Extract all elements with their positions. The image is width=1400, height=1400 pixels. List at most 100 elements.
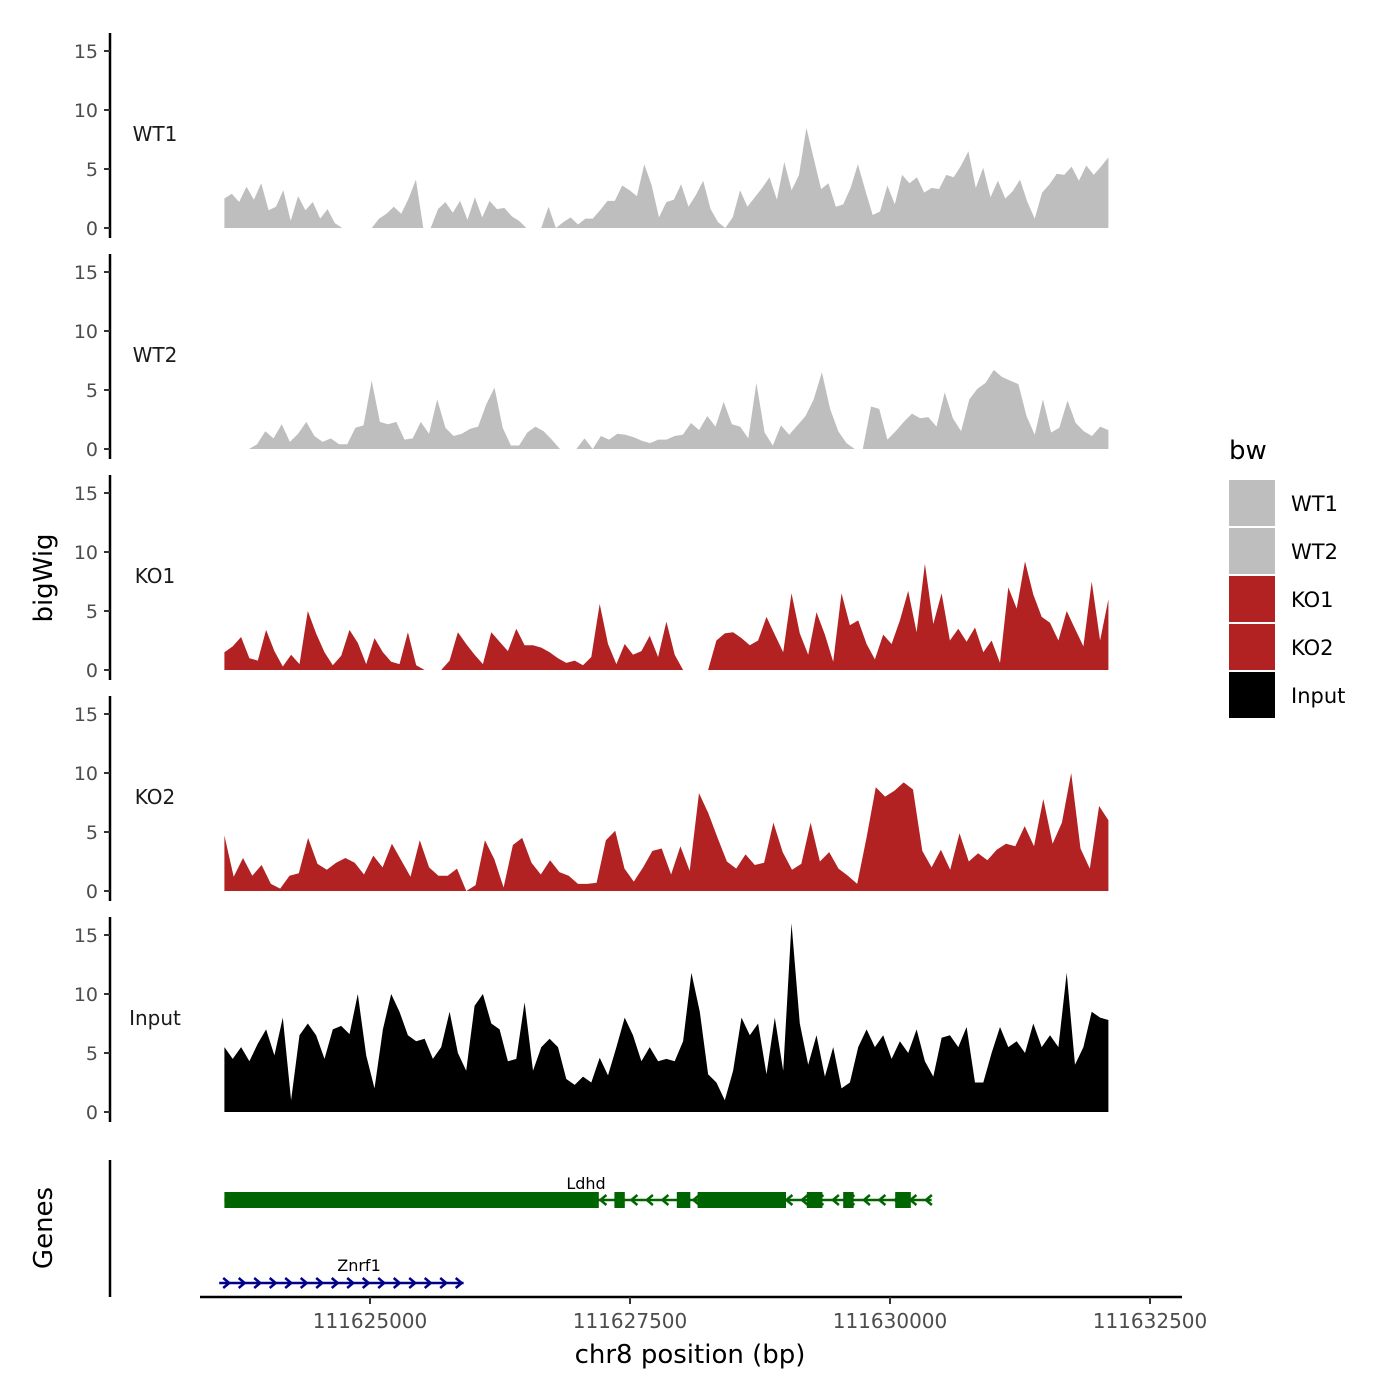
gene-exon — [614, 1192, 625, 1208]
strand-arrow — [392, 1277, 402, 1289]
y-tick-label: 15 — [74, 262, 98, 284]
signal-area-ko1 — [441, 603, 684, 670]
y-tick-label: 15 — [74, 41, 98, 63]
legend-item-wt2: WT2 — [1229, 528, 1338, 574]
signal-area-ko1 — [224, 611, 425, 670]
strand-arrow — [237, 1277, 247, 1289]
strand-arrow — [861, 1194, 871, 1206]
strand-arrow — [299, 1277, 309, 1289]
track-panel-input: 0 5 10 15 Input — [74, 917, 1109, 1124]
x-tick-label: 111627500 — [573, 1309, 688, 1333]
signal-area-input — [224, 923, 1109, 1112]
gene-exon — [895, 1192, 911, 1208]
strand-arrow — [830, 1194, 840, 1206]
y-tick-label: 5 — [86, 822, 98, 844]
y-tick-label: 0 — [86, 881, 98, 903]
strand-arrow — [222, 1277, 232, 1289]
signal-area-wt2 — [592, 372, 855, 449]
legend-label: KO2 — [1291, 636, 1334, 660]
track-label-wt2: WT2 — [133, 343, 178, 367]
y-tick-label: 10 — [74, 100, 98, 122]
legend-label: Input — [1291, 684, 1345, 708]
y-tick-label: 15 — [74, 704, 98, 726]
x-tick-label: 111630000 — [833, 1309, 948, 1333]
strand-arrow — [598, 1194, 608, 1206]
strand-arrow — [253, 1277, 263, 1289]
genes-layer: Ldhd Znrf1 — [108, 1160, 933, 1297]
track-panel-wt1: 0 5 10 15 WT1 — [74, 33, 1109, 240]
track-label-wt1: WT1 — [133, 122, 178, 146]
y-tick-label: 15 — [74, 483, 98, 505]
legend-swatch — [1229, 480, 1275, 526]
y-tick-label: 0 — [86, 1102, 98, 1124]
signal-area-ko2 — [466, 773, 1109, 891]
y-tick-label: 10 — [74, 542, 98, 564]
legend-swatch — [1229, 672, 1275, 718]
strand-arrow — [691, 1194, 701, 1206]
gene-znrf1: Znrf1 — [219, 1256, 464, 1289]
y-tick-label: 10 — [74, 321, 98, 343]
strand-arrow — [423, 1277, 433, 1289]
strand-arrow — [361, 1277, 371, 1289]
strand-arrow — [330, 1277, 340, 1289]
legend-swatch — [1229, 624, 1275, 670]
tracks-layer: 0 5 10 15 WT1 0 5 10 15 WT2 0 5 10 15 KO1 0 5 10 15 KO2 0 5 10… — [74, 33, 1109, 1124]
legend-label: WT1 — [1291, 492, 1338, 516]
gene-ldhd: Ldhd — [224, 1174, 933, 1208]
strand-arrow — [439, 1277, 449, 1289]
track-label-ko1: KO1 — [135, 564, 176, 588]
gene-label-ldhd: Ldhd — [566, 1174, 605, 1193]
legend-item-ko1: KO1 — [1229, 576, 1334, 622]
track-panel-ko1: 0 5 10 15 KO1 — [74, 475, 1109, 682]
strand-arrow — [377, 1277, 387, 1289]
track-panel-ko2: 0 5 10 15 KO2 — [74, 696, 1109, 903]
legend-label: WT2 — [1291, 540, 1338, 564]
strand-arrow — [629, 1194, 639, 1206]
strand-arrow — [268, 1277, 278, 1289]
strand-arrow — [877, 1194, 887, 1206]
strand-arrow — [660, 1194, 670, 1206]
gene-exon — [676, 1192, 691, 1208]
legend: WT1 WT2 KO1 KO2 Input — [1229, 480, 1345, 718]
legend-item-input: Input — [1229, 672, 1345, 718]
gene-exon — [806, 1192, 823, 1208]
track-label-ko2: KO2 — [135, 785, 176, 809]
legend-title: bw — [1229, 436, 1267, 466]
strand-arrow — [315, 1277, 325, 1289]
legend-swatch — [1229, 528, 1275, 574]
x-tick-label: 111625000 — [313, 1309, 428, 1333]
x-axis-title: chr8 position (bp) — [575, 1340, 806, 1370]
y-tick-label: 5 — [86, 601, 98, 623]
gene-exon — [843, 1192, 854, 1208]
y-tick-label: 10 — [74, 763, 98, 785]
legend-label: KO1 — [1291, 588, 1334, 612]
strand-arrow — [644, 1194, 654, 1206]
y-tick-label: 0 — [86, 218, 98, 240]
y-tick-label: 15 — [74, 925, 98, 947]
gene-label-znrf1: Znrf1 — [337, 1256, 381, 1275]
strand-arrow — [284, 1277, 294, 1289]
legend-item-wt1: WT1 — [1229, 480, 1338, 526]
gene-exon — [224, 1192, 599, 1208]
signal-area-wt2 — [249, 380, 560, 449]
signal-area-ko2 — [224, 835, 467, 891]
signal-area-wt1 — [555, 164, 726, 228]
x-tick-label: 111632500 — [1093, 1309, 1208, 1333]
x-axis: 111625000 111627500 111630000 111632500 — [200, 1295, 1208, 1333]
signal-area-wt1 — [224, 183, 343, 228]
signal-area-wt1 — [430, 197, 527, 228]
strand-arrow — [799, 1194, 809, 1206]
track-panel-wt2: 0 5 10 15 WT2 — [74, 254, 1109, 461]
legend-item-ko2: KO2 — [1229, 624, 1334, 670]
y-tick-label: 5 — [86, 380, 98, 402]
signal-area-wt1 — [541, 206, 556, 228]
y-tick-label: 10 — [74, 984, 98, 1006]
signal-area-wt2 — [576, 438, 593, 449]
strand-arrow — [346, 1277, 356, 1289]
y-tick-label: 0 — [86, 660, 98, 682]
signal-area-wt1 — [371, 179, 424, 228]
signal-area-ko1 — [708, 561, 1109, 670]
signal-area-wt1 — [725, 127, 1109, 228]
signal-area-wt2 — [862, 369, 1109, 449]
